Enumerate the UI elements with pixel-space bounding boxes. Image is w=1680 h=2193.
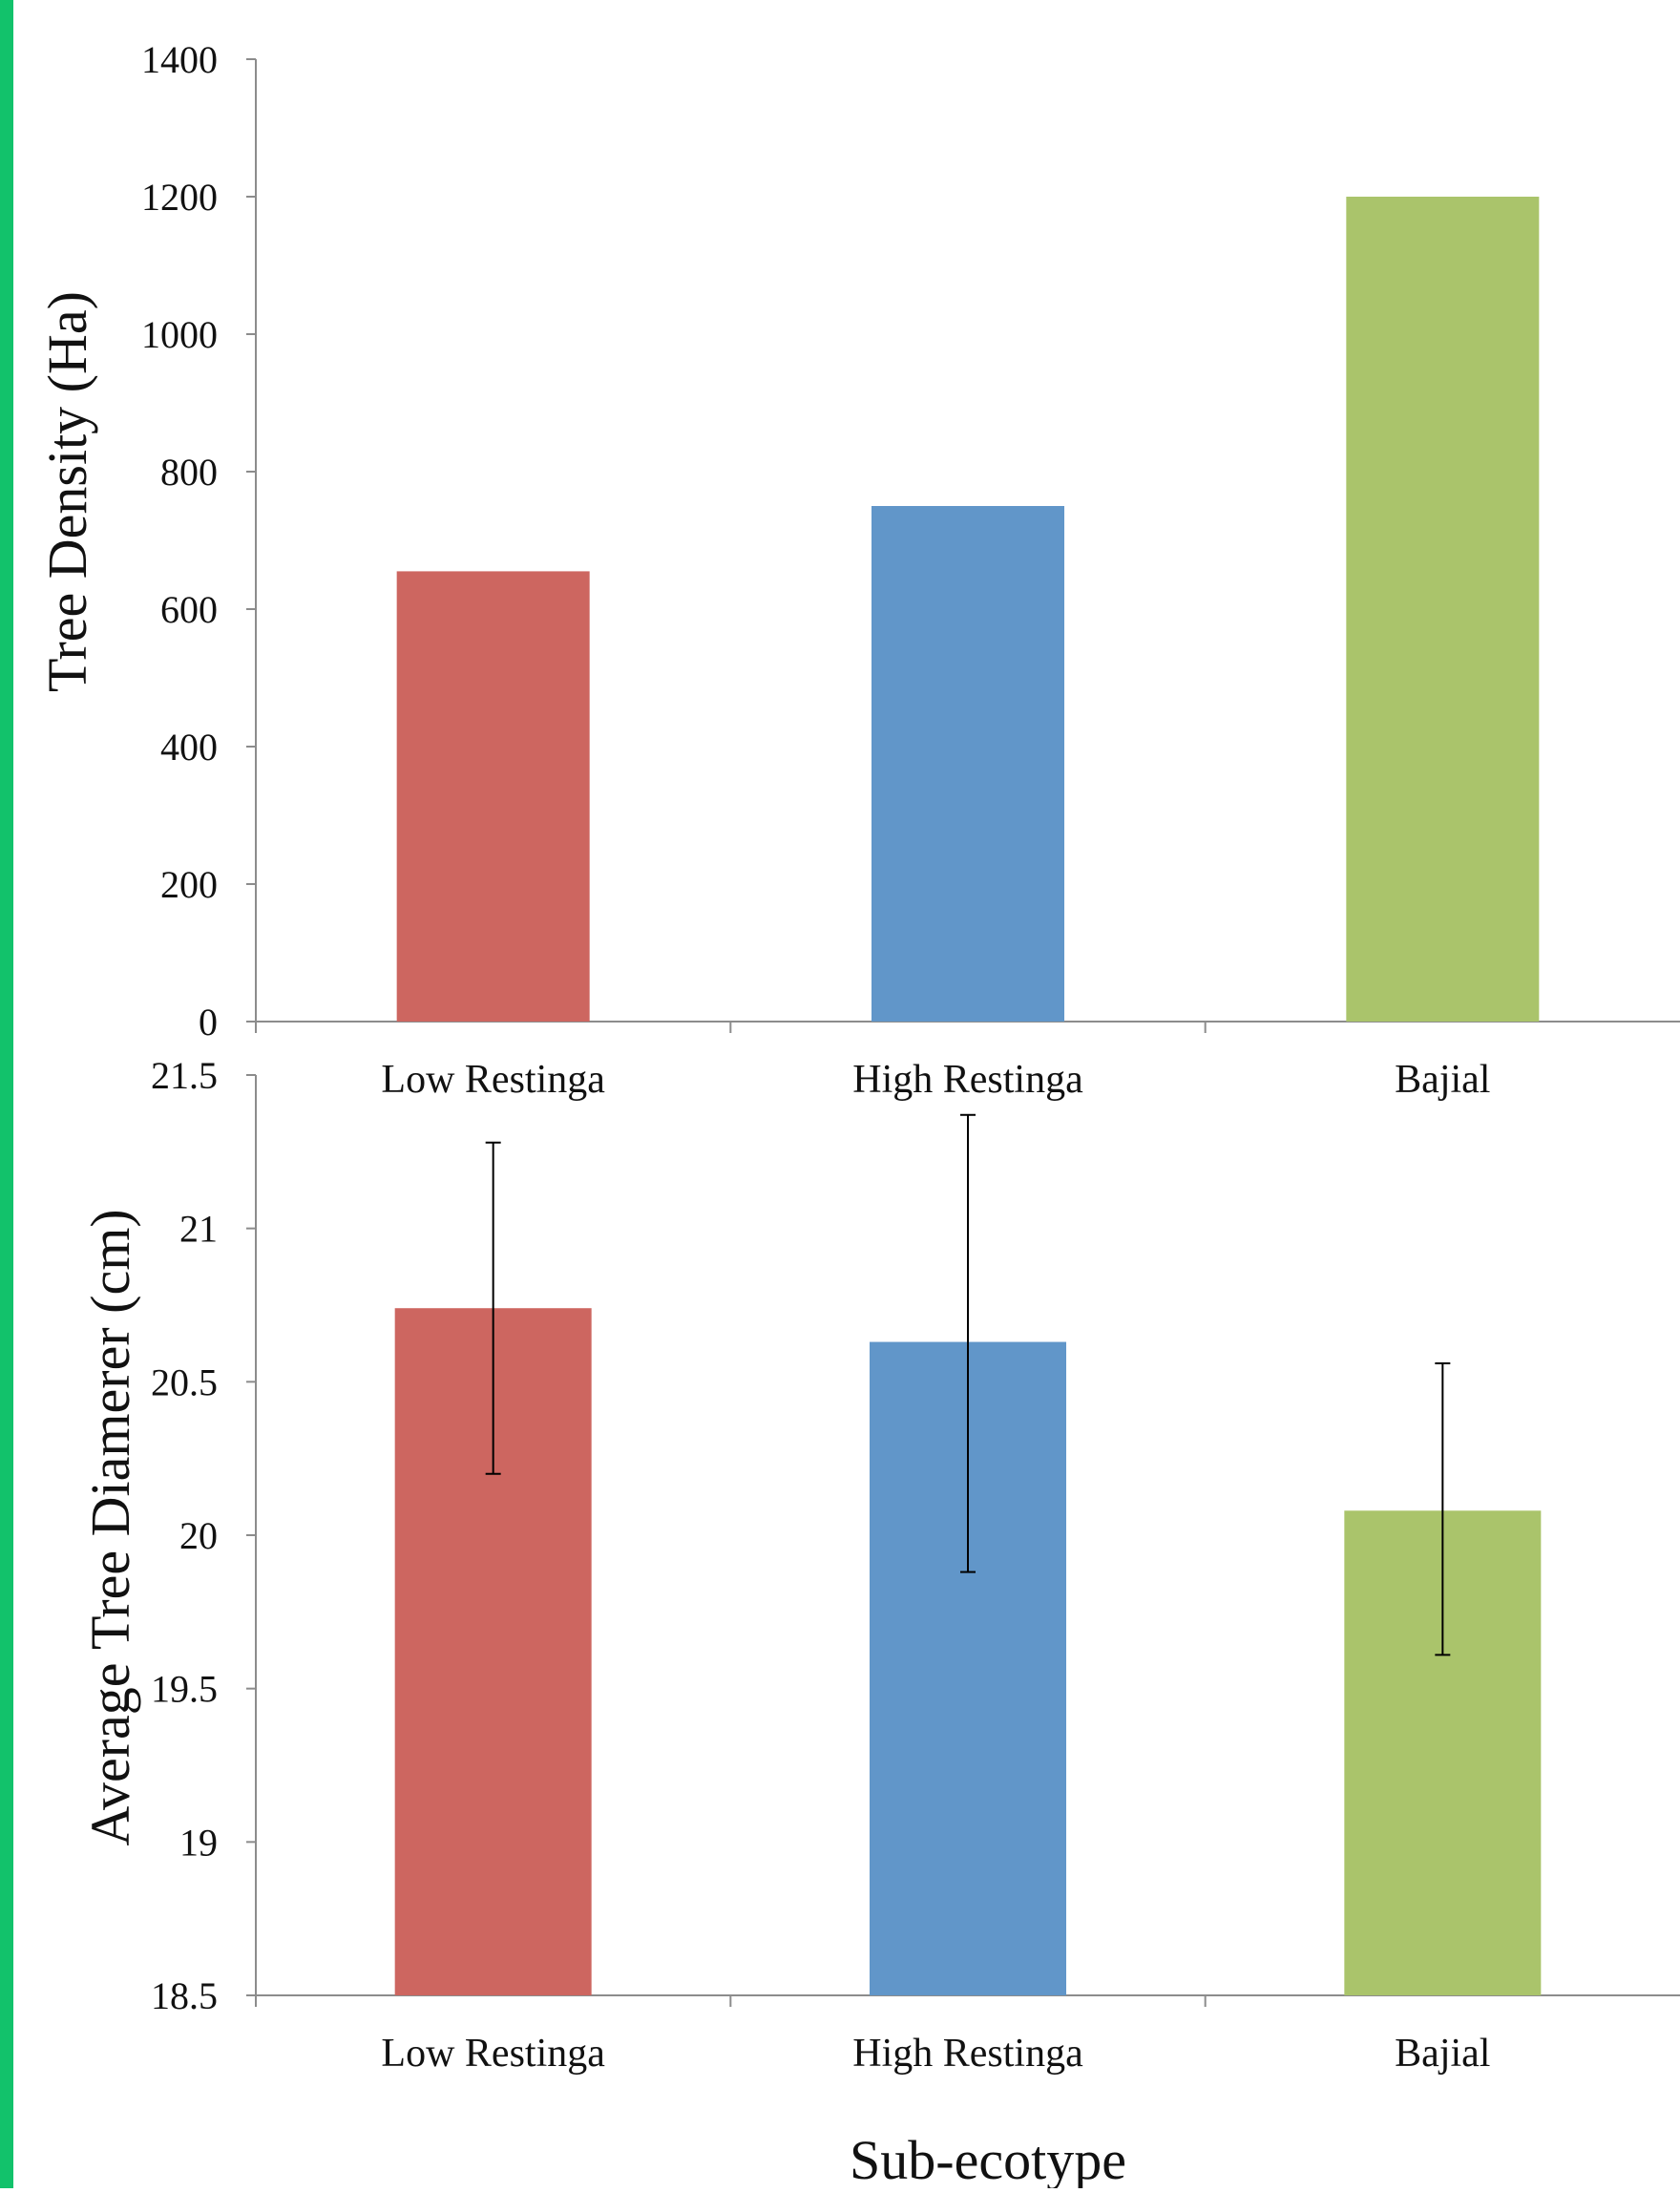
accent-strip: [0, 0, 13, 2188]
y-tick-label: 600: [160, 588, 218, 631]
y-tick-label: 21.5: [151, 1054, 218, 1097]
y-tick-label: 18.5: [151, 1974, 218, 2017]
x-category-label: Low Restinga: [381, 1058, 605, 1102]
bar-low-restinga: [397, 571, 590, 1022]
tree-density-chart: 0 200 400 600 800 1000 1200 1400 Low Restinga Hig…: [36, 38, 1680, 1102]
y-tick-label: 20: [179, 1514, 218, 1557]
y-axis-title: Tree Density (Ha): [36, 291, 98, 692]
y-tick-label: 20.5: [151, 1360, 218, 1403]
x-category-label: High Restinga: [852, 2032, 1083, 2076]
y-axis-title: Average Tree Diamerer (cm): [79, 1209, 141, 1845]
y-tick-label: 19.5: [151, 1668, 218, 1711]
x-category-label: Bajial: [1395, 1058, 1490, 1102]
x-category-label: Low Restinga: [381, 2032, 605, 2076]
bar-bajial: [1346, 197, 1539, 1022]
y-tick-label: 0: [199, 1001, 218, 1044]
x-category-label: Bajial: [1395, 2032, 1490, 2076]
y-tick-label: 19: [179, 1821, 218, 1864]
y-tick-label: 400: [160, 726, 218, 769]
x-axis-title: Sub-ecotype: [850, 2129, 1126, 2188]
bar-high-restinga: [872, 506, 1064, 1022]
tree-diameter-chart: 18.5 19 19.5 20 20.5 21 21.5 Low Restinga High R…: [79, 1054, 1680, 2076]
y-tick-label: 200: [160, 863, 218, 906]
y-tick-label: 21: [179, 1208, 218, 1251]
x-category-label: High Restinga: [852, 1058, 1083, 1102]
y-tick-label: 800: [160, 451, 218, 494]
y-tick-label: 1200: [141, 176, 218, 219]
y-tick-label: 1400: [141, 38, 218, 81]
y-tick-label: 1000: [141, 313, 218, 356]
